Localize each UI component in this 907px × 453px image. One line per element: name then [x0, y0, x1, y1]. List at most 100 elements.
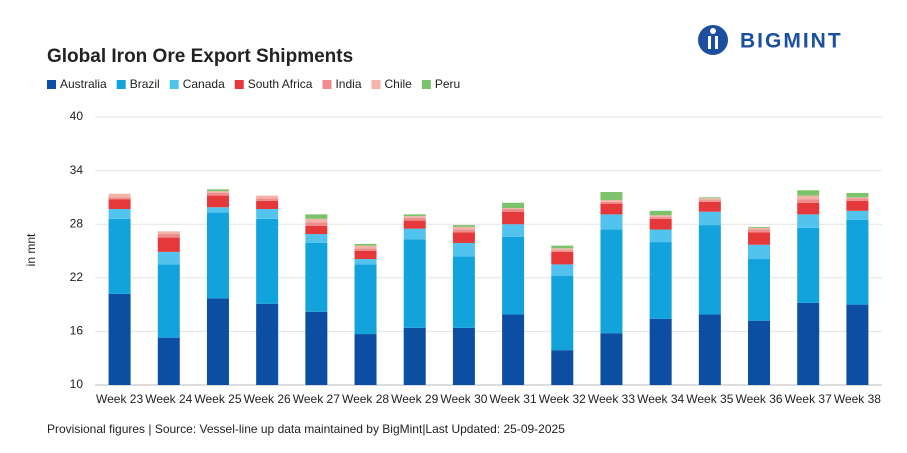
logo: BIGMINT: [698, 25, 843, 55]
bar-segment: [649, 229, 672, 243]
legend-swatch: [421, 80, 431, 89]
bar-segment: [698, 197, 721, 199]
bar-segment: [452, 226, 475, 230]
bar-segment: [649, 242, 672, 319]
bar-segment: [551, 251, 574, 265]
bar-segment: [354, 243, 377, 246]
x-tick-label: Week 26: [244, 392, 291, 406]
bar-segment: [846, 197, 869, 199]
bar-segment: [797, 190, 820, 196]
x-tick-label: Week 37: [785, 392, 832, 406]
bar-segment: [305, 214, 328, 219]
x-tick-label: Week 27: [293, 392, 340, 406]
bar-segment: [256, 198, 279, 201]
bar-segment: [256, 218, 279, 304]
bar-segment: [108, 218, 131, 294]
bar-segment: [600, 200, 623, 202]
bar-segment: [797, 227, 820, 303]
bar-segment: [846, 304, 869, 385]
bar-segment: [748, 320, 771, 385]
bar-segment: [354, 264, 377, 335]
x-tick-label: Week 24: [145, 392, 192, 406]
bar-segment: [256, 195, 279, 199]
bar-segment: [846, 210, 869, 220]
bar-segment: [698, 198, 721, 201]
x-tick-label: Week 36: [735, 392, 782, 406]
bar-segment: [649, 210, 672, 216]
bar-segment: [502, 224, 525, 237]
bar-segment: [846, 192, 869, 198]
bar-segment: [108, 197, 131, 200]
bar-segment: [256, 303, 279, 385]
y-tick-label: 10: [70, 377, 84, 391]
bar-segment: [157, 231, 180, 235]
legend-swatch: [169, 80, 179, 89]
legend-swatch: [371, 80, 381, 89]
bar-segment: [748, 244, 771, 260]
bar-segment: [797, 214, 820, 228]
bar-segment: [551, 350, 574, 385]
bar-segment: [551, 264, 574, 277]
legend-label: India: [335, 77, 361, 91]
bar-segment: [354, 251, 377, 260]
x-tick-label: Week 28: [342, 392, 389, 406]
bar-segment: [797, 202, 820, 215]
y-tick-label: 28: [70, 216, 84, 230]
y-axis-label: in mnt: [24, 233, 38, 266]
bar-segment: [698, 225, 721, 315]
legend-label: Brazil: [130, 77, 160, 91]
bar-segment: [698, 211, 721, 226]
y-tick-label: 40: [70, 109, 84, 123]
bar-segment: [452, 327, 475, 385]
bar-segment: [748, 226, 771, 228]
bar-segment: [551, 276, 574, 351]
legend-label: South Africa: [248, 77, 313, 91]
legend-swatch: [116, 80, 126, 89]
bar-segment: [452, 242, 475, 257]
bar-segment: [256, 200, 279, 210]
bar-segment: [502, 236, 525, 315]
x-tick-label: Week 34: [637, 392, 684, 406]
bar-segment: [797, 195, 820, 200]
bar-segment: [305, 242, 328, 312]
bar-segment: [403, 214, 426, 217]
bar-segment: [403, 220, 426, 229]
bar-segment: [797, 302, 820, 385]
bar-segment: [600, 192, 623, 201]
bar-segment: [305, 218, 328, 223]
x-tick-label: Week 30: [440, 392, 487, 406]
legend-label: Peru: [435, 77, 460, 91]
bar-segment: [649, 215, 672, 218]
logo-text: BIGMINT: [740, 30, 843, 53]
bar-segment: [403, 327, 426, 385]
legend-swatch: [47, 80, 56, 89]
bar-segment: [354, 248, 377, 251]
bar-segment: [797, 199, 820, 203]
y-tick-label: 22: [70, 270, 84, 284]
x-tick-label: Week 29: [391, 392, 438, 406]
bar-segment: [502, 314, 525, 385]
legend-label: Canada: [183, 77, 225, 91]
bar-segment: [157, 264, 180, 338]
bar-segment: [354, 245, 377, 249]
bar-segment: [206, 191, 229, 193]
bar-segment: [206, 207, 229, 213]
bar-segment: [551, 245, 574, 249]
bar-segment: [452, 256, 475, 328]
bar-segment: [108, 193, 131, 198]
bar-segment: [600, 214, 623, 230]
bar-segment: [305, 225, 328, 235]
bar-segment: [157, 251, 180, 265]
bar-segment: [600, 201, 623, 204]
bar-segment: [600, 229, 623, 334]
bar-segment: [502, 211, 525, 225]
bar-segment: [748, 232, 771, 245]
bar-segment: [748, 227, 771, 230]
bar-segment: [600, 203, 623, 215]
bar-segment: [649, 217, 672, 219]
bar-segment: [748, 259, 771, 321]
bar-segment: [157, 234, 180, 238]
legend-swatch: [234, 80, 244, 89]
bar-segment: [206, 298, 229, 385]
